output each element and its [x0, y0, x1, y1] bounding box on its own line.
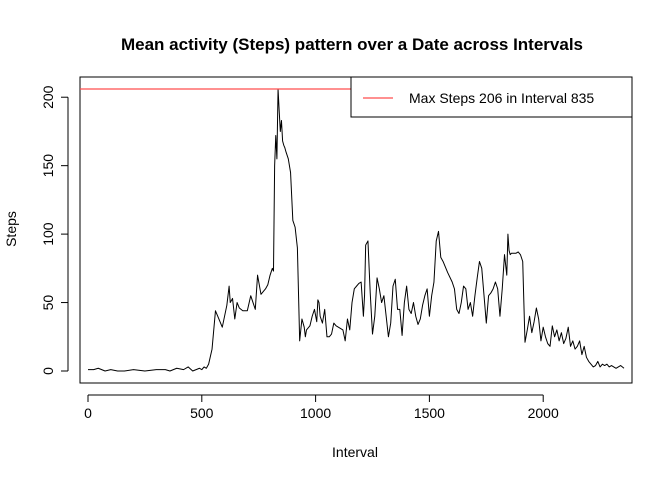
series-line-mean-steps — [88, 88, 625, 372]
x-axis: 0 500 1000 1500 2000 — [84, 394, 559, 421]
x-tick-label: 500 — [190, 405, 214, 421]
y-tick-label: 100 — [40, 222, 56, 246]
x-tick-label: 0 — [84, 405, 92, 421]
y-axis: 0 50 100 150 200 — [40, 85, 69, 375]
y-axis-label: Steps — [3, 211, 19, 247]
x-axis-label: Interval — [332, 444, 378, 460]
x-tick-label: 1000 — [300, 405, 331, 421]
x-tick-label: 2000 — [528, 405, 559, 421]
series-layer — [88, 88, 625, 372]
y-tick-label: 0 — [40, 367, 56, 375]
legend-box — [350, 76, 633, 118]
y-tick-label: 150 — [40, 154, 56, 178]
x-tick-label: 1500 — [414, 405, 445, 421]
y-tick-label: 200 — [40, 85, 56, 109]
legend-entry-label: Max Steps 206 in Interval 835 — [409, 90, 594, 106]
legend: Max Steps 206 in Interval 835 — [350, 76, 633, 118]
y-tick-label: 50 — [40, 295, 56, 311]
chart-title: Mean activity (Steps) pattern over a Dat… — [121, 35, 583, 54]
